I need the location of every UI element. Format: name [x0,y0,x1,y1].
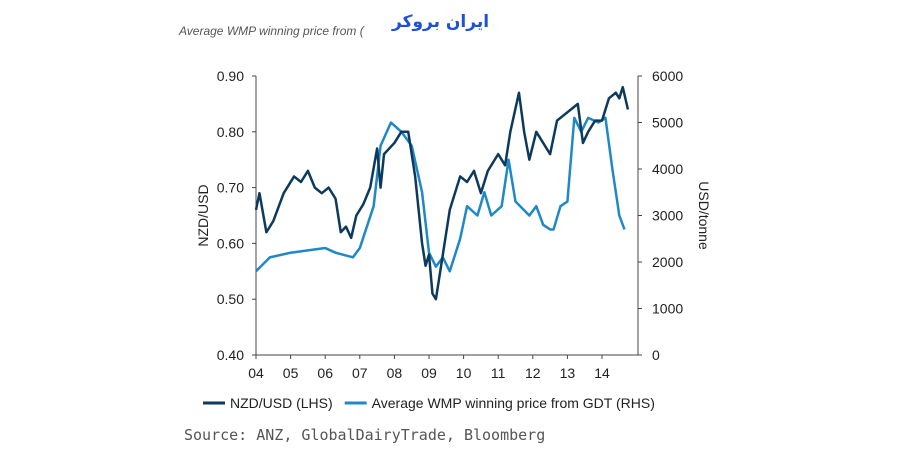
x-tick-label: 06 [317,365,333,381]
x-tick-label: 08 [387,365,403,381]
series-line-wmp [255,116,626,273]
y-tick-label: 0.50 [217,291,244,307]
y-tick-label: 0.90 [217,68,244,84]
y2-tick-label: 6000 [652,68,683,84]
x-tick-label: 12 [525,365,541,381]
y2-tick-label: 1000 [652,301,683,317]
y-tick-label: 0.40 [217,347,244,363]
brand-logo: ایران بروکر [392,12,490,32]
x-tick-label: 10 [456,365,472,381]
x-tick-label: 13 [560,365,576,381]
x-tick-label: 07 [352,365,368,381]
x-tick-label: 11 [491,365,506,381]
y2-axis-label: USD/tonne [696,181,712,250]
y2-tick-label: 3000 [652,208,683,224]
x-tick-label: 09 [421,365,437,381]
y2-tick-label: 5000 [652,115,683,131]
y-tick-label: 0.70 [217,180,244,196]
x-tick-label: 05 [283,365,299,381]
legend-label: Average WMP winning price from GDT (RHS) [372,395,655,411]
y2-tick-label: 2000 [652,254,683,270]
x-tick-label: 14 [594,365,610,381]
y2-tick-label: 0 [652,347,660,363]
y-tick-label: 0.80 [217,124,244,140]
series-line-nzdusd [254,85,630,301]
y-tick-label: 0.60 [217,235,244,251]
legend-label: NZD/USD (LHS) [230,395,333,411]
source-note: Source: ANZ, GlobalDairyTrade, Bloomberg [184,426,545,444]
x-tick-label: 04 [248,365,264,381]
y-axis-label: NZD/USD [195,184,211,246]
header-text: Average WMP winning price from ( [179,24,364,38]
y2-tick-label: 4000 [652,161,683,177]
